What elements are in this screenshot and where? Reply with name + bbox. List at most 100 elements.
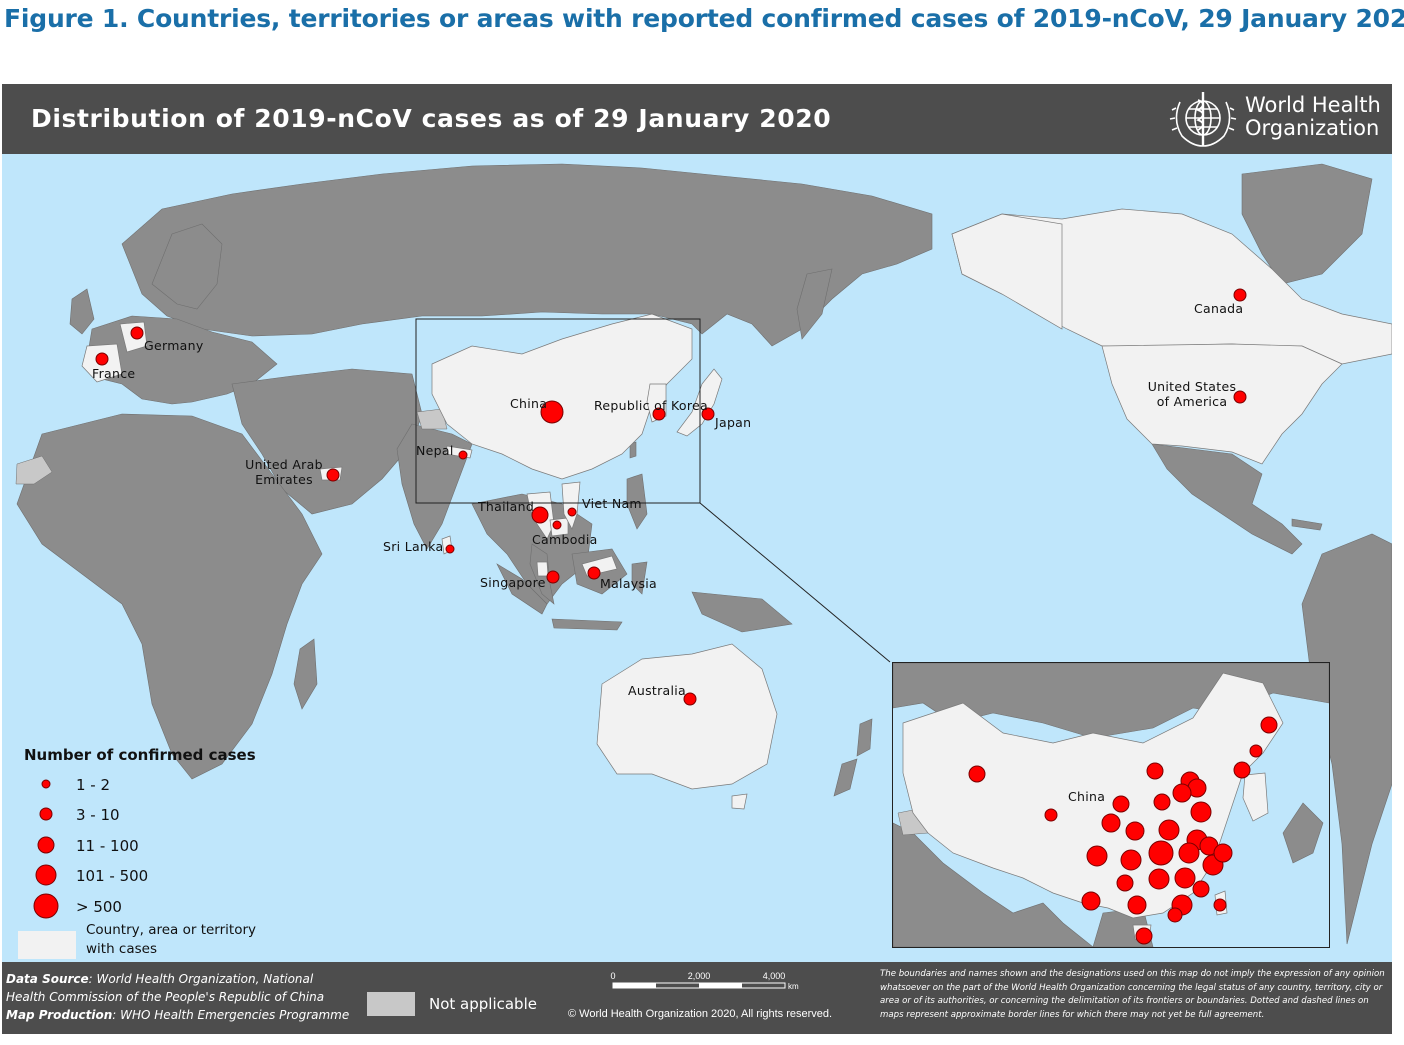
legend-symbols bbox=[33, 779, 59, 919]
legend-symbol-1 bbox=[41, 779, 51, 789]
scale-tick-2: 4,000 bbox=[763, 971, 786, 981]
inset-marker-hunan bbox=[1148, 868, 1170, 890]
legend-swatch-with-cases bbox=[18, 931, 76, 959]
who-wordmark: World Health Organization bbox=[1245, 93, 1381, 140]
inset-marker-zhejiang-east bbox=[1213, 843, 1233, 863]
who-emblem-icon bbox=[1169, 92, 1237, 147]
inset-marker-inner-mongolia bbox=[1146, 762, 1164, 780]
figure-title: Figure 1. Countries, territories or area… bbox=[4, 4, 1404, 33]
land-greenland bbox=[1241, 163, 1373, 285]
not-applicable-label: Not applicable bbox=[429, 995, 537, 1013]
inset-marker-gansu bbox=[1101, 813, 1121, 833]
inset-marker-hainan bbox=[1135, 927, 1153, 945]
world-map bbox=[2, 84, 1392, 1034]
land-not-applicable-western-sahara bbox=[15, 455, 53, 485]
legend-title: Number of confirmed cases bbox=[24, 746, 256, 764]
china-inset-svg bbox=[893, 663, 1329, 947]
inset-marker-hubei bbox=[1148, 840, 1174, 866]
inset-marker-taiwan bbox=[1213, 898, 1227, 912]
land-uk bbox=[69, 288, 95, 335]
inset-marker-guangxi bbox=[1127, 895, 1147, 915]
land-madagascar bbox=[293, 638, 318, 710]
inset-marker-guizhou bbox=[1116, 874, 1134, 892]
label-sri-lanka: Sri Lanka bbox=[383, 539, 444, 554]
marker-france bbox=[95, 352, 109, 366]
inset-marker-hebei bbox=[1172, 783, 1192, 803]
scale-unit: km bbox=[788, 982, 799, 991]
map-title: Distribution of 2019-nCoV cases as of 29… bbox=[31, 104, 832, 133]
inset-land-korea bbox=[1242, 772, 1269, 822]
inset-marker-ningxia bbox=[1112, 795, 1130, 813]
disclaimer: The boundaries and names shown and the d… bbox=[880, 969, 1385, 1020]
marker-singapore bbox=[546, 570, 560, 584]
inset-marker-hongkong bbox=[1167, 907, 1183, 923]
land-russia bbox=[121, 163, 933, 347]
marker-usa bbox=[1233, 390, 1247, 404]
scale-tick-1: 2,000 bbox=[688, 971, 711, 981]
marker-china bbox=[540, 400, 564, 424]
data-source: Data Source: World Health Organization, … bbox=[6, 972, 350, 1022]
land-scandinavia bbox=[151, 223, 223, 310]
land-java bbox=[551, 618, 623, 631]
label-thailand: Thailand bbox=[478, 499, 535, 514]
label-uae: United Arab Emirates bbox=[245, 457, 323, 487]
legend-symbol-2 bbox=[39, 807, 53, 821]
legend-symbol-5 bbox=[33, 893, 59, 919]
inset-marker-sichuan bbox=[1086, 845, 1108, 867]
legend-class-2: 3 - 10 bbox=[76, 806, 120, 824]
land-kamchatka bbox=[796, 268, 833, 340]
inset-marker-tibet bbox=[1044, 808, 1058, 822]
land-usa bbox=[1101, 343, 1343, 465]
inset-label-china: China bbox=[1068, 789, 1106, 804]
legend-class-3: 11 - 100 bbox=[76, 837, 139, 855]
marker-nepal bbox=[458, 450, 468, 460]
marker-germany bbox=[130, 326, 144, 340]
china-inset-map: China bbox=[892, 662, 1330, 948]
scale-bar: 0 2,000 4,000 km bbox=[610, 971, 799, 991]
marker-viet-nam bbox=[567, 507, 577, 517]
inset-marker-heilongjiang bbox=[1260, 716, 1278, 734]
land-not-applicable-kashmir bbox=[416, 408, 448, 430]
legend-class-5: > 500 bbox=[76, 898, 122, 916]
label-nepal: Nepal bbox=[416, 443, 454, 458]
inset-land-south-asia bbox=[893, 822, 1094, 947]
label-canada: Canada bbox=[1194, 301, 1244, 316]
inset-land-japan bbox=[1282, 802, 1324, 864]
land-middle-east bbox=[231, 368, 423, 515]
legend-class-1: 1 - 2 bbox=[76, 776, 111, 794]
not-applicable-swatch bbox=[367, 992, 415, 1016]
inset-extent-box bbox=[415, 318, 701, 504]
map-panel: China Republic of Korea Japan Nepal Thai… bbox=[2, 84, 1392, 1034]
legend-swatch-label: Country, area or territory with cases bbox=[86, 922, 257, 957]
label-cambodia: Cambodia bbox=[532, 532, 598, 547]
label-malaysia: Malaysia bbox=[600, 576, 658, 591]
copyright: © World Health Organization 2020, All ri… bbox=[568, 1008, 833, 1020]
legend-symbol-3 bbox=[37, 836, 55, 854]
label-usa: United States of America bbox=[1147, 379, 1237, 409]
scale-tick-0: 0 bbox=[610, 971, 615, 981]
label-france: France bbox=[92, 366, 136, 381]
land-sumatra bbox=[496, 563, 548, 615]
label-china: China bbox=[510, 396, 548, 411]
legend-symbol-4 bbox=[35, 864, 57, 886]
land-philippines bbox=[626, 473, 648, 530]
inset-marker-shandong bbox=[1190, 801, 1212, 823]
inset-marker-jiangxi bbox=[1174, 867, 1196, 889]
inset-marker-henan bbox=[1158, 819, 1180, 841]
inset-marker-xinjiang bbox=[968, 765, 986, 783]
land-viet-nam bbox=[561, 481, 581, 530]
land-africa bbox=[16, 413, 323, 780]
label-viet-nam: Viet Nam bbox=[582, 496, 642, 511]
inset-marker-chongqing bbox=[1120, 849, 1142, 871]
land-mexico bbox=[1151, 443, 1303, 555]
label-japan: Japan bbox=[715, 415, 752, 430]
land-taiwan bbox=[629, 441, 637, 459]
label-korea: Republic of Korea bbox=[594, 398, 708, 413]
inset-marker-liaoning bbox=[1233, 761, 1251, 779]
land-alaska bbox=[951, 213, 1063, 330]
land-new-guinea bbox=[691, 591, 793, 633]
inset-marker-yunnan bbox=[1081, 891, 1101, 911]
map-header: Distribution of 2019-nCoV cases as of 29… bbox=[2, 84, 1392, 154]
inset-marker-shaanxi bbox=[1125, 821, 1145, 841]
land-caribbean bbox=[1291, 518, 1323, 531]
